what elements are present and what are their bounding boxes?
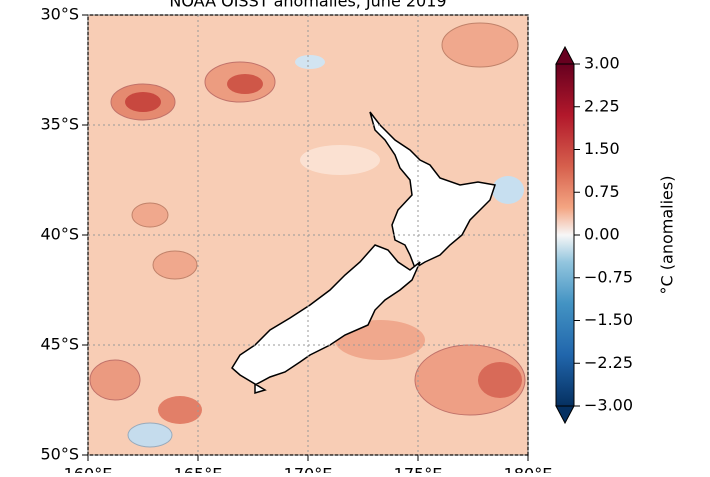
colorbar-tick-label: 2.25 <box>584 96 620 115</box>
map-title: NOAA OISST anomalies, June 2019 <box>169 0 446 11</box>
y-tick-label: 40°S <box>40 225 79 244</box>
y-tick-label: 45°S <box>40 335 79 354</box>
colorbar-tick-label: −1.50 <box>584 310 633 329</box>
x-tick-label: 160°E <box>64 465 113 474</box>
y-tick-label: 35°S <box>40 115 79 134</box>
colorbar-tick-label: 3.00 <box>584 54 620 73</box>
colorbar-tick-label: 1.50 <box>584 139 620 158</box>
x-tick-label: 180°E <box>504 465 553 474</box>
colorbar-label: °C (anomalies) <box>658 176 677 295</box>
colorbar-extend-min <box>555 405 575 425</box>
colorbar-tick-label: −3.00 <box>584 396 633 415</box>
colorbar <box>556 64 574 406</box>
north-island <box>369 111 496 270</box>
colorbar-tick-label: −2.25 <box>584 353 633 372</box>
colorbar-tick-label: −0.75 <box>584 267 633 286</box>
x-tick-label: 170°E <box>284 465 333 474</box>
colorbar-tick-label: 0.75 <box>584 182 620 201</box>
colorbar-tick-label: 0.00 <box>584 225 620 244</box>
x-tick-label: 165°E <box>174 465 223 474</box>
y-tick-label: 30°S <box>40 5 79 24</box>
colorbar-extend-max <box>555 45 575 65</box>
x-tick-label: 175°E <box>394 465 443 474</box>
y-tick-label: 50°S <box>40 445 79 464</box>
south-island <box>231 244 421 395</box>
